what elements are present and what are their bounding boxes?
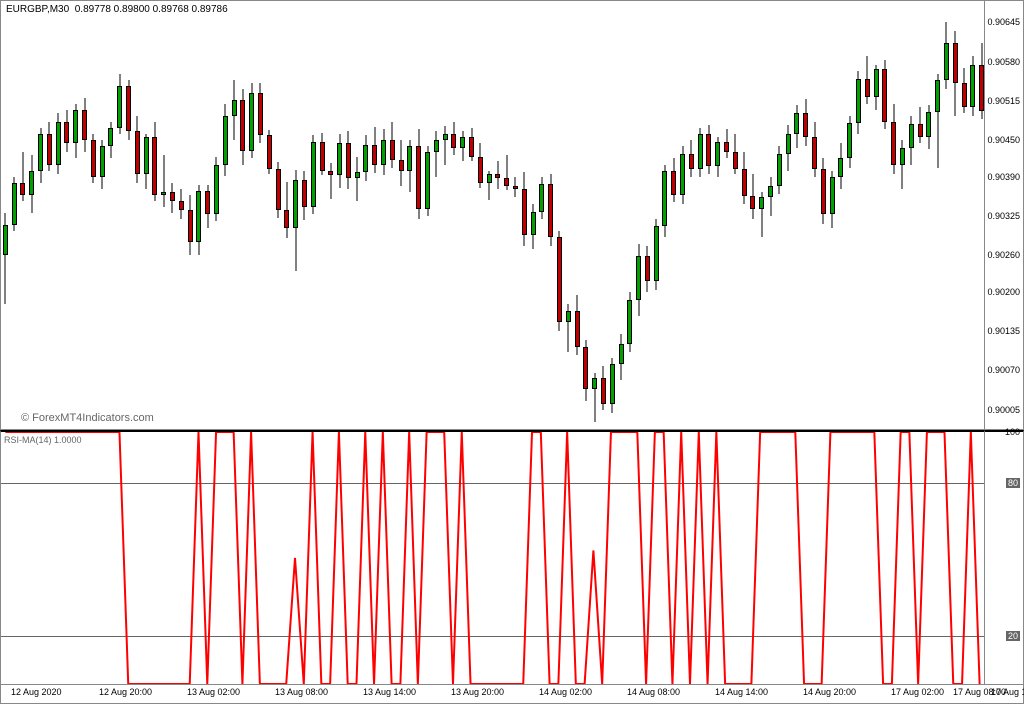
time-tick: 17 Aug 02:00 <box>891 687 944 697</box>
price-tick: 0.90135 <box>987 326 1020 336</box>
price-tick: 0.90005 <box>987 405 1020 415</box>
time-tick: 13 Aug 14:00 <box>363 687 416 697</box>
time-tick: 13 Aug 02:00 <box>187 687 240 697</box>
price-tick: 0.90645 <box>987 17 1020 27</box>
time-x-axis: 12 Aug 2020 12 Aug 20:00 13 Aug 02:00 13 Au… <box>0 685 1024 704</box>
time-tick: 13 Aug 20:00 <box>451 687 504 697</box>
watermark: © ForexMT4Indicators.com <box>21 412 154 424</box>
indicator-y-axis: 20 80 100 <box>985 430 1024 685</box>
price-tick: 0.90390 <box>987 172 1020 182</box>
price-tick: 0.90450 <box>987 135 1020 145</box>
time-tick: 14 Aug 20:00 <box>803 687 856 697</box>
indicator-tick: 80 <box>1006 478 1020 488</box>
indicator-tick: 100 <box>1005 427 1020 437</box>
price-tick: 0.90070 <box>987 365 1020 375</box>
time-tick: 13 Aug 08:00 <box>275 687 328 697</box>
time-tick: 14 Aug 14:00 <box>715 687 768 697</box>
time-tick: 12 Aug 20:00 <box>99 687 152 697</box>
time-tick: 12 Aug 2020 <box>11 687 62 697</box>
rsi-line <box>1 432 984 684</box>
price-tick: 0.90200 <box>987 287 1020 297</box>
price-tick: 0.90580 <box>987 57 1020 67</box>
time-tick: 14 Aug 02:00 <box>539 687 592 697</box>
price-y-axis: 0.90005 0.90070 0.90135 0.90200 0.90260 0.903… <box>985 0 1024 430</box>
chart-container: EURGBP,M30 0.89778 0.89800 0.89768 0.897… <box>0 0 1024 704</box>
price-tick: 0.90325 <box>987 211 1020 221</box>
time-tick: 14 Aug 08:00 <box>627 687 680 697</box>
symbol-header: EURGBP,M30 0.89778 0.89800 0.89768 0.897… <box>6 4 228 15</box>
indicator-panel[interactable]: RSI-MA(14) 1.0000 <box>0 430 985 685</box>
price-tick: 0.90515 <box>987 96 1020 106</box>
price-panel[interactable]: EURGBP,M30 0.89778 0.89800 0.89768 0.897… <box>0 0 985 430</box>
price-tick: 0.90260 <box>987 250 1020 260</box>
indicator-tick: 20 <box>1006 631 1020 641</box>
time-tick: 17 Aug 14:00 <box>991 687 1024 697</box>
